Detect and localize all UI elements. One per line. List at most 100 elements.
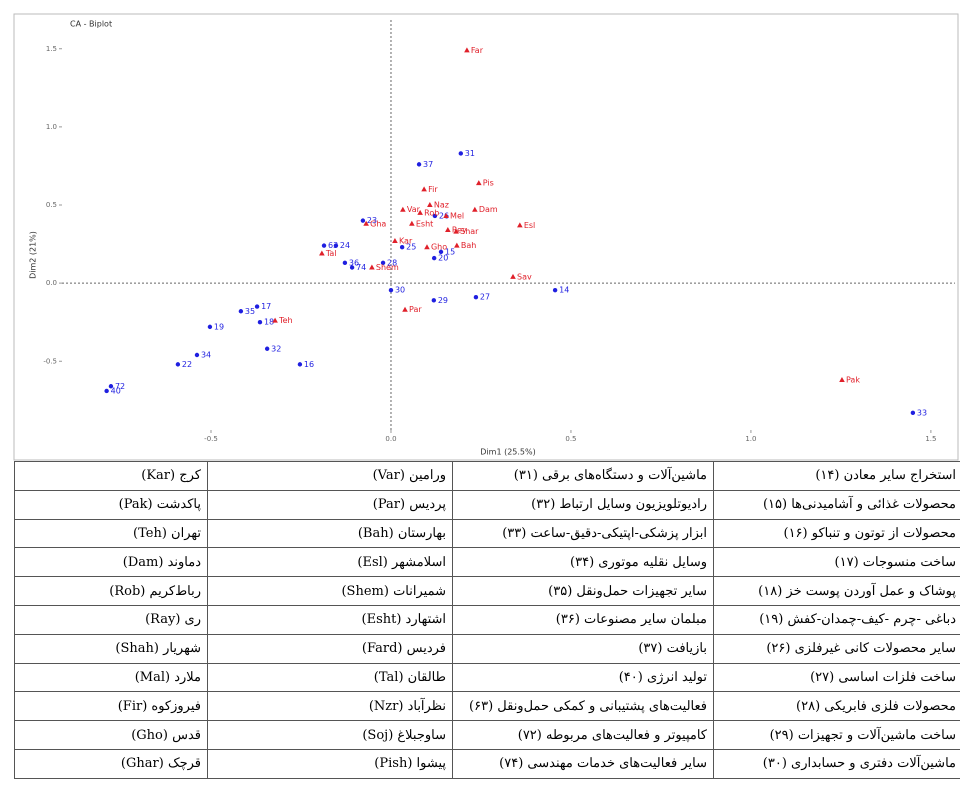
point <box>363 220 369 226</box>
point-label: 35 <box>245 307 255 316</box>
point-label: Naz <box>434 201 449 210</box>
table-row: پاکدشت (Pak) پردیس (Par) رادیوتلویزیون وسا… <box>14 489 960 520</box>
table-cell: محصولات از توتون و تنباکو (۱۶) <box>713 518 960 549</box>
table-cell: ماشین‌آلات و دستگاه‌های برقی (۳۱) <box>452 461 714 491</box>
point-label: Gha <box>370 219 386 228</box>
point-label: Dam <box>479 205 498 214</box>
point-label: 37 <box>423 160 433 169</box>
point <box>108 384 114 389</box>
point <box>910 410 916 416</box>
x-tick-label: 1.5 <box>925 435 936 443</box>
x-tick-label: 0.0 <box>385 435 396 443</box>
point <box>264 346 270 351</box>
y-tick-label: 0.0 <box>46 279 57 287</box>
table-cell: ابزار پزشکی-اپتیکی-دقیق-ساعت (۳۳) <box>452 518 714 549</box>
y-tick-label: 1.0 <box>46 123 57 131</box>
point <box>427 202 433 207</box>
table-cell: ملارد (Mal) <box>14 662 208 693</box>
x-tick-label: 0.5 <box>565 435 576 443</box>
table-cell: رادیوتلویزیون وسایل ارتباط (۳۲) <box>452 489 714 520</box>
point <box>388 287 394 293</box>
point <box>360 218 366 223</box>
point <box>453 228 459 234</box>
table-row: کرج (Kar) ورامین (Var) ماشین‌آلات و دستگاه… <box>14 461 960 491</box>
point <box>254 304 260 309</box>
table-cell: شمیرانات (Shem) <box>207 576 453 606</box>
table-row: شهریار (Shah) فردیس (Fard) بازیافت (۳۷) سای… <box>14 633 960 664</box>
point-label: 34 <box>201 351 211 360</box>
point-label: 63 <box>328 241 338 250</box>
point <box>464 47 470 53</box>
table-cell: فیروزکوه (Fir) <box>14 691 208 722</box>
point <box>431 255 437 261</box>
point-label: 29 <box>438 296 448 305</box>
point <box>421 186 427 192</box>
point <box>380 260 386 266</box>
chart: CA - Biplot Dim1 (25.5%) Dim2 (21%) -0.5… <box>13 13 959 461</box>
point-label: 26 <box>439 211 449 220</box>
point-label: 19 <box>214 322 224 331</box>
point-label: Sav <box>517 272 532 281</box>
point-label: Rob <box>424 208 439 217</box>
table-row: قرچک (Ghar) پیشوا (Pish) سایر فعالیت‌های خ… <box>14 748 960 779</box>
point-label: 74 <box>356 263 366 272</box>
chart-title: CA - Biplot <box>70 20 112 29</box>
point <box>392 237 398 243</box>
point <box>431 298 437 303</box>
table-cell: رباط‌کریم (Rob) <box>14 576 208 606</box>
x-tick-label: -0.5 <box>204 435 218 443</box>
table-cell: تهران (Teh) <box>14 518 208 549</box>
point-label: 17 <box>261 302 271 311</box>
table-cell: ماشین‌آلات دفتری و حسابداری (۳۰) <box>713 748 960 779</box>
point-label: 36 <box>349 258 359 267</box>
point-label: 32 <box>271 344 281 353</box>
point-label: Esht <box>416 219 433 228</box>
point <box>473 294 479 300</box>
table-cell: فعالیت‌های پشتیبانی و کمکی حمل‌ونقل (۶۳) <box>452 691 714 722</box>
point-label: 23 <box>367 216 377 225</box>
x-tick-label: 1.0 <box>745 435 756 443</box>
point-label: Far <box>471 46 484 55</box>
point <box>552 287 558 293</box>
y-axis-label: Dim2 (21%) <box>29 231 38 279</box>
point-label: 31 <box>465 149 475 158</box>
table-cell: ورامین (Var) <box>207 461 453 491</box>
point <box>207 324 213 330</box>
point-label: Kar <box>399 236 413 245</box>
table-cell: پوشاک و عمل آوردن پوست خز (۱۸) <box>713 576 960 606</box>
point-label: 33 <box>917 408 927 417</box>
y-tick-label: 0.5 <box>46 201 57 209</box>
point-label: Shar <box>460 227 479 236</box>
point <box>416 162 422 167</box>
table-cell: طالقان (Tal) <box>207 662 453 693</box>
point <box>104 388 109 394</box>
point <box>297 362 303 367</box>
point <box>409 220 415 226</box>
point <box>319 250 325 256</box>
point <box>443 212 449 218</box>
table-cell: پیشوا (Pish) <box>207 748 453 779</box>
table-cell: ساخت فلزات اساسی (۲۷) <box>713 662 960 693</box>
point <box>510 273 516 279</box>
table-cell: اشتهارد (Esht) <box>207 604 453 635</box>
x-axis-label: Dim1 (25.5%) <box>480 448 535 457</box>
point <box>194 352 200 358</box>
point <box>424 244 430 250</box>
point <box>349 265 355 270</box>
point <box>238 309 244 314</box>
point <box>458 151 464 156</box>
panel-frame <box>13 13 959 461</box>
point <box>417 209 423 215</box>
table-cell: ساخت ماشین‌آلات و تجهیزات (۲۹) <box>713 720 960 750</box>
point-label: 18 <box>264 318 274 327</box>
point <box>399 244 405 250</box>
point-label: 28 <box>387 258 397 267</box>
point-label: 16 <box>304 360 314 369</box>
table-cell: ساوجبلاغ (Soj) <box>207 720 453 750</box>
table-row: فیروزکوه (Fir) نظرآباد (Nzr) فعالیت‌های پش… <box>14 691 960 722</box>
table-cell: کرج (Kar) <box>14 461 208 491</box>
point <box>342 260 348 266</box>
table-cell: نظرآباد (Nzr) <box>207 691 453 722</box>
point-label: Bah <box>461 241 476 250</box>
point <box>369 264 375 270</box>
